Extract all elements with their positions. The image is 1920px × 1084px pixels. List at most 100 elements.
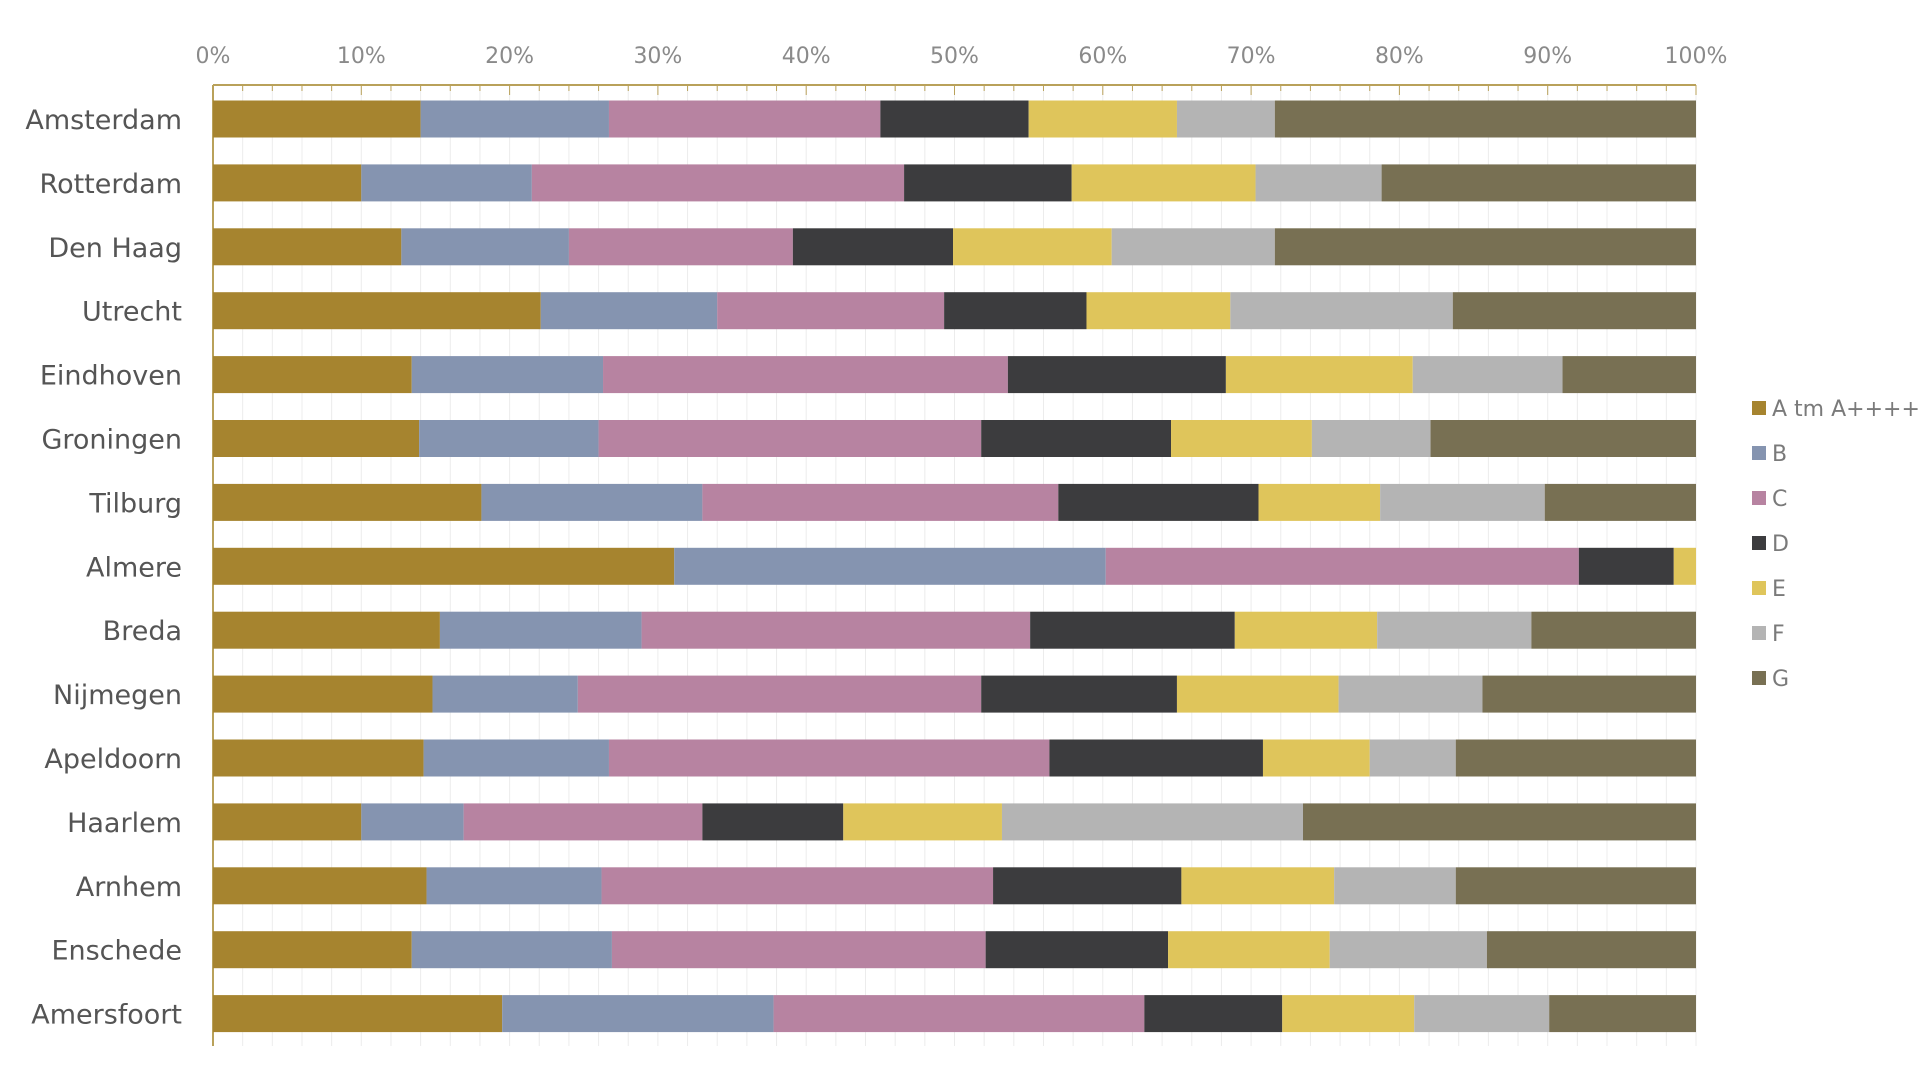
bar-segment — [213, 931, 412, 969]
bar-segment — [411, 356, 604, 394]
bar-segment — [1030, 611, 1235, 649]
x-tick-label: 30% — [633, 44, 682, 69]
x-tick-label: 60% — [1078, 44, 1127, 69]
x-tick-label: 20% — [485, 44, 534, 69]
x-tick-label: 40% — [782, 44, 831, 69]
bar-segment — [1028, 100, 1177, 138]
category-label: Nijmegen — [53, 680, 182, 711]
category-label: Groningen — [41, 425, 182, 456]
bar-segment — [1311, 420, 1431, 457]
bar-segment — [1282, 995, 1415, 1033]
bar-segment — [213, 675, 433, 713]
bar-segment — [1181, 867, 1335, 905]
x-tick-label: 0% — [196, 44, 231, 69]
bar-segment — [904, 164, 1072, 202]
legend-swatch — [1752, 626, 1766, 640]
bar-segment — [953, 228, 1112, 266]
bar-segment — [981, 420, 1172, 457]
bar-segment — [1549, 995, 1696, 1033]
bar-segment — [463, 803, 703, 841]
bar-segment — [1234, 611, 1378, 649]
legend-swatch — [1752, 446, 1766, 460]
legend-label: E — [1772, 577, 1786, 602]
bar-segment — [1168, 931, 1330, 969]
bar-segment — [420, 100, 609, 138]
bar-segment — [213, 483, 482, 521]
bar-segment — [1482, 675, 1696, 713]
bar-segment — [1274, 100, 1696, 138]
bar-segment — [601, 867, 994, 905]
bar-segment — [1338, 675, 1483, 713]
bar-segment — [608, 100, 881, 138]
bar-segment — [1578, 547, 1674, 585]
bar-segment — [1230, 292, 1453, 330]
category-label: Rotterdam — [40, 169, 182, 200]
bar-segment — [426, 867, 602, 905]
bar-segment — [1486, 931, 1696, 969]
x-tick-label: 90% — [1523, 44, 1572, 69]
x-tick-label: 100% — [1665, 44, 1728, 69]
x-tick-label: 10% — [337, 44, 386, 69]
category-label: Utrecht — [82, 297, 182, 328]
bar-segment — [1531, 611, 1696, 649]
bar-segment — [773, 995, 1145, 1033]
bar-segment — [1225, 356, 1413, 394]
bar-segment — [1673, 547, 1696, 585]
bar-segment — [502, 995, 774, 1033]
bar-segment — [213, 228, 402, 266]
legend-label: D — [1772, 532, 1789, 557]
bar-segment — [361, 803, 464, 841]
bar-segment — [944, 292, 1087, 330]
category-label: Amsterdam — [25, 105, 182, 136]
bar-segment — [611, 931, 986, 969]
bar-segment — [1329, 931, 1487, 969]
bar-segment — [1086, 292, 1231, 330]
bar-segment — [702, 483, 1059, 521]
legend-swatch — [1752, 581, 1766, 595]
bar-segment — [608, 739, 1050, 777]
bar-segment — [1303, 803, 1696, 841]
bar-segment — [1105, 547, 1579, 585]
bar-segment — [411, 931, 612, 969]
bar-segment — [1412, 356, 1563, 394]
x-tick-label: 70% — [1227, 44, 1276, 69]
bar-segment — [1071, 164, 1256, 202]
bar-segment — [401, 228, 569, 266]
bar-segment — [213, 803, 362, 841]
bar-segment — [1544, 483, 1696, 521]
bar-segment — [1171, 420, 1312, 457]
bar-segment — [531, 164, 905, 202]
legend-label: A tm A++++ — [1772, 397, 1920, 422]
bar-segment — [880, 100, 1029, 138]
bar-segment — [1262, 739, 1370, 777]
bar-segment — [717, 292, 945, 330]
category-label: Almere — [86, 552, 182, 583]
bar-segment — [1001, 803, 1304, 841]
category-label: Den Haag — [48, 233, 182, 264]
bar-segment — [981, 675, 1177, 713]
category-label: Tilburg — [88, 488, 182, 519]
bar-segment — [540, 292, 718, 330]
x-tick-label: 80% — [1375, 44, 1424, 69]
bar-segment — [213, 547, 675, 585]
bar-segment — [213, 995, 503, 1033]
bar-segment — [993, 867, 1182, 905]
bar-segment — [792, 228, 954, 266]
bar-segment — [361, 164, 532, 202]
bar-segment — [1176, 675, 1339, 713]
bar-segment — [1334, 867, 1456, 905]
bar-segment — [419, 420, 599, 457]
bar-segment — [213, 164, 362, 202]
bar-segment — [481, 483, 703, 521]
category-label: Eindhoven — [40, 361, 182, 392]
bar-segment — [1258, 483, 1381, 521]
bar-segment — [213, 100, 421, 138]
bar-segment — [702, 803, 844, 841]
category-label: Amersfoort — [31, 1000, 182, 1031]
bar-segment — [1430, 420, 1696, 457]
legend-swatch — [1752, 491, 1766, 505]
bar-segment — [1144, 995, 1283, 1033]
